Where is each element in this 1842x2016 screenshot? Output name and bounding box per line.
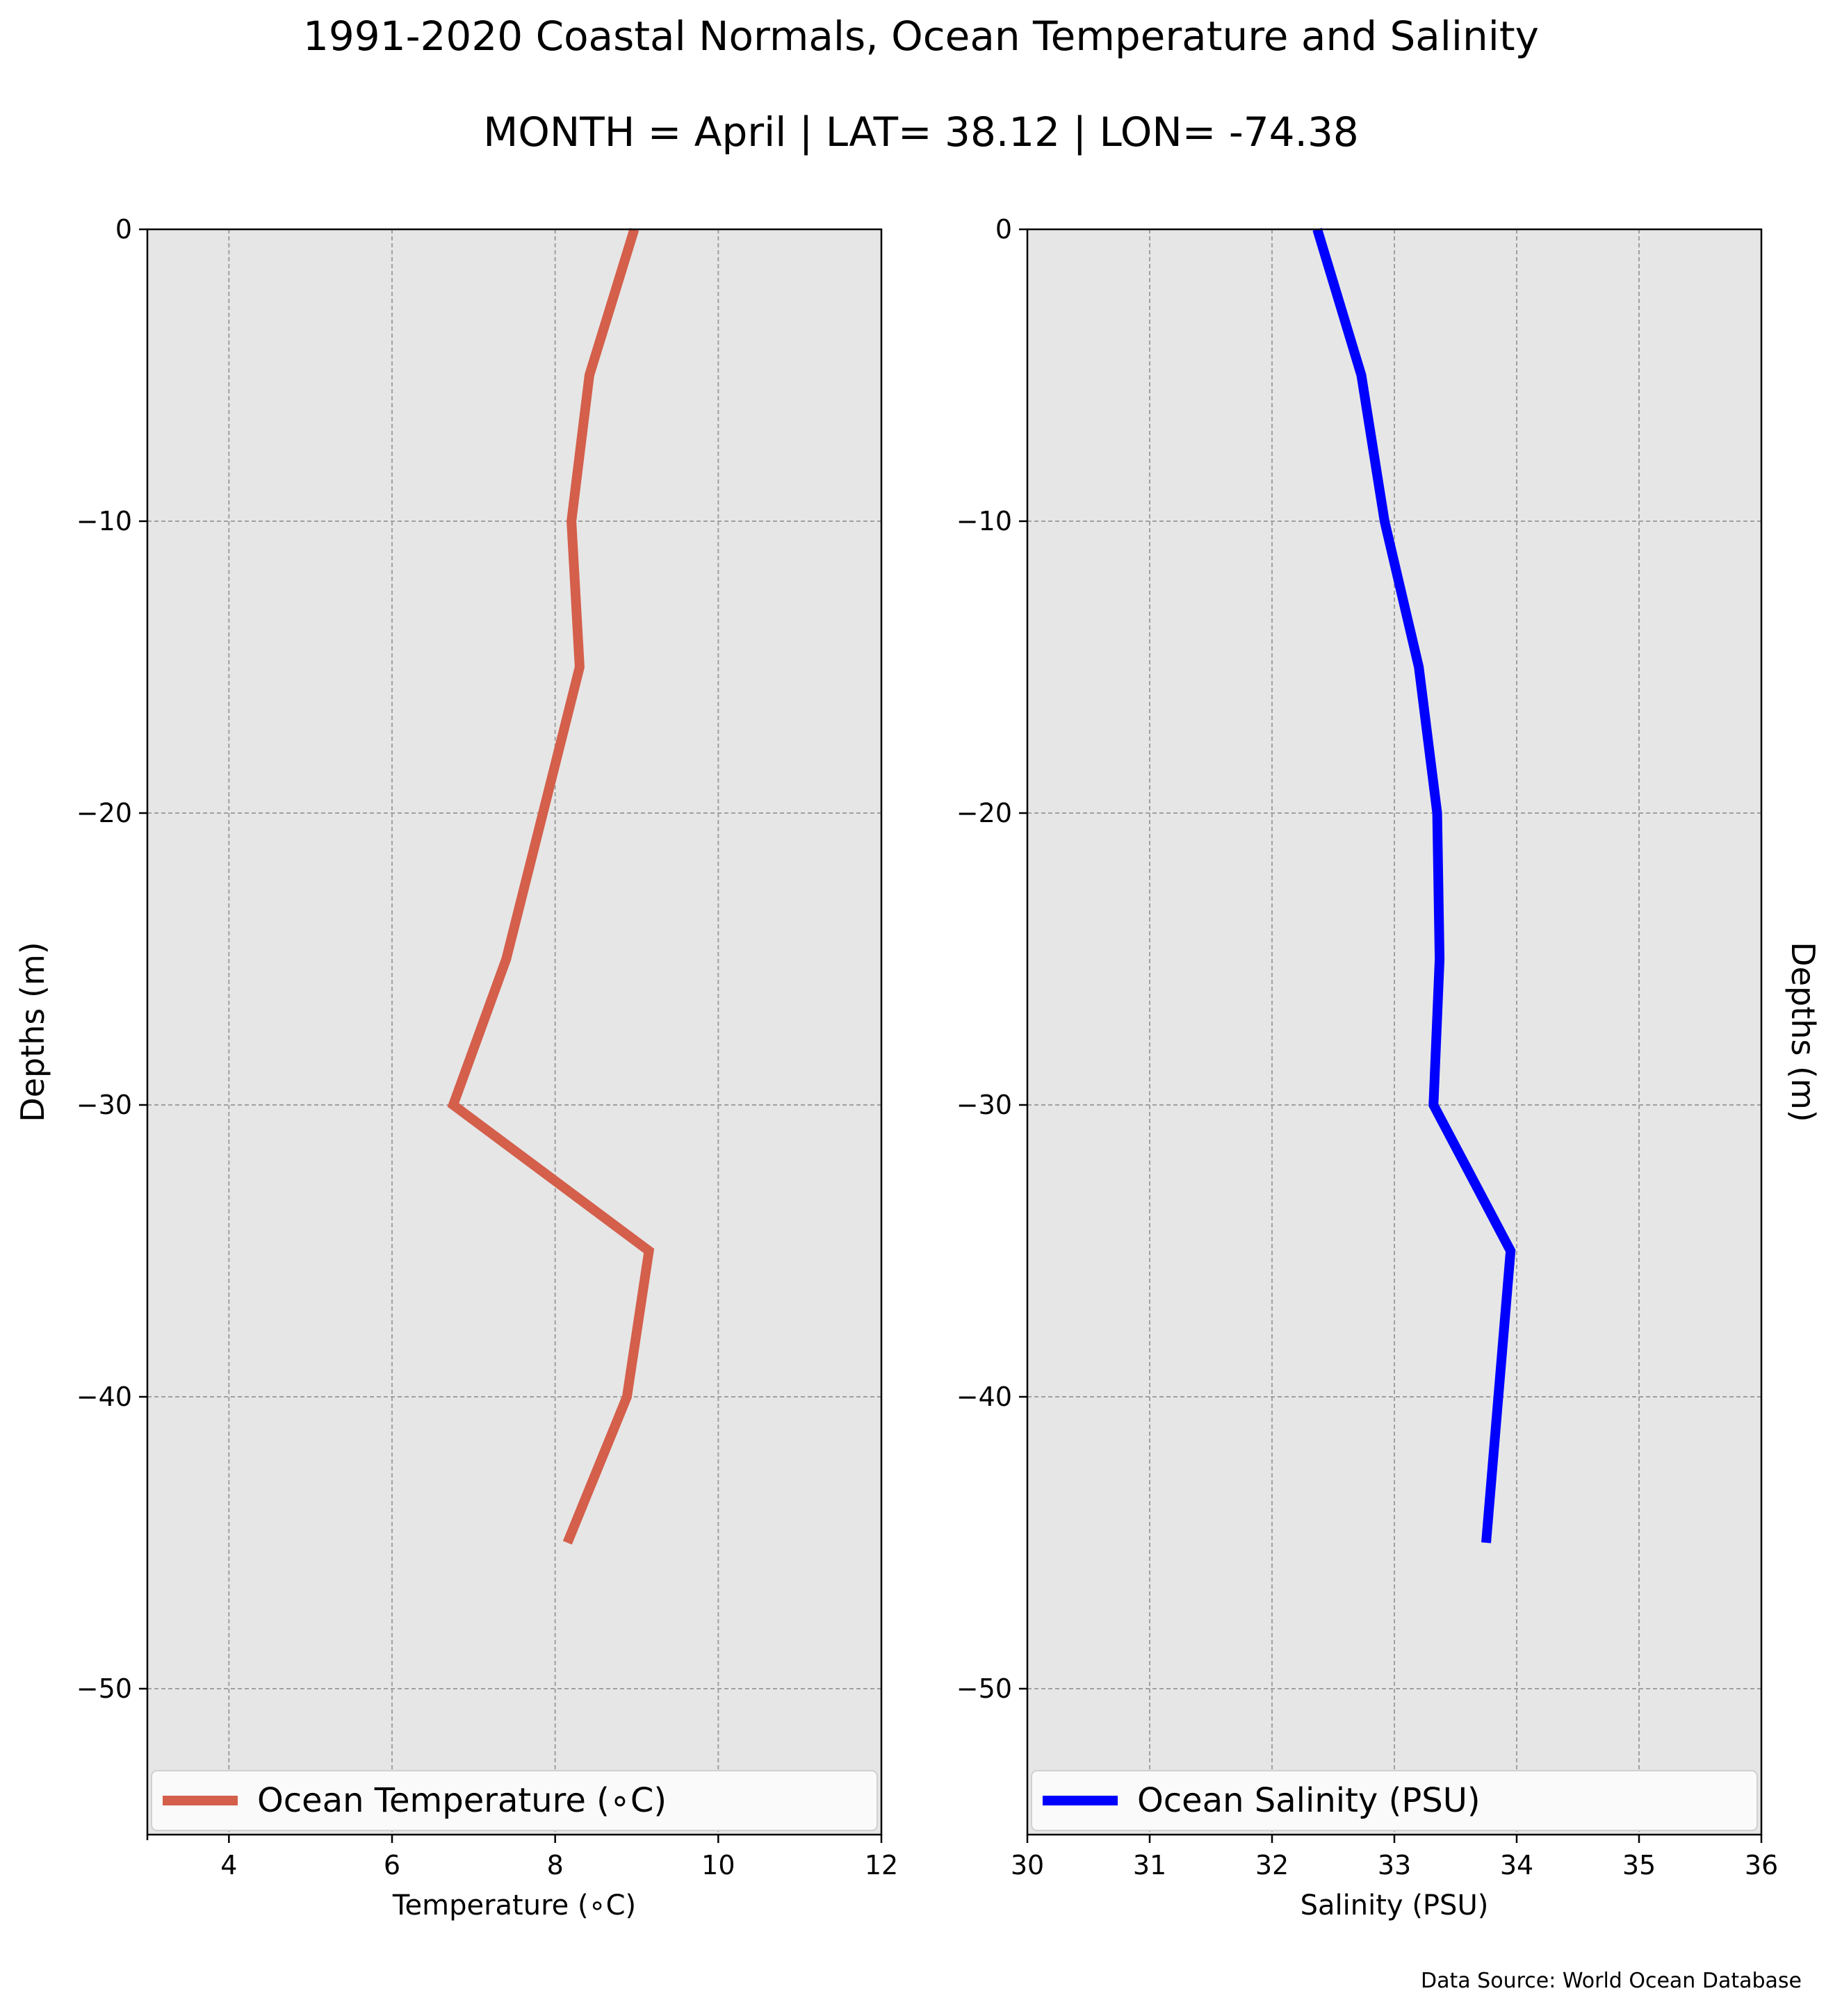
- temperature-axes-frame: [146, 228, 883, 1836]
- temperature-plot-area: [147, 229, 881, 1835]
- temperature-x-tick-label: 6: [384, 1850, 400, 1880]
- temperature-y-axis-label: Depths (m): [14, 942, 51, 1122]
- salinity-x-axis-label: Salinity (PSU): [1301, 1890, 1489, 1921]
- temperature-y-tick-label: −10: [76, 506, 132, 536]
- salinity-y-tick-label: −40: [956, 1382, 1012, 1412]
- data-source-note: Data Source: World Ocean Database: [1421, 1969, 1802, 1993]
- salinity-series-line: [1312, 227, 1516, 1543]
- temperature-x-tick-label: 8: [547, 1850, 564, 1880]
- salinity-x-tick-label: 34: [1500, 1850, 1533, 1880]
- salinity-x-tick-label: 36: [1745, 1850, 1778, 1880]
- salinity-legend-box: [1031, 1770, 1758, 1831]
- temperature-x-tick-label: 10: [701, 1850, 735, 1880]
- salinity-y-tick-label: −20: [956, 798, 1012, 828]
- chart-subtitle: MONTH = April | LAT= 38.12 | LON= -74.38: [483, 108, 1359, 156]
- salinity-legend-label: Ocean Salinity (PSU): [1137, 1781, 1481, 1820]
- salinity-y-tick-label: −50: [956, 1673, 1012, 1704]
- salinity-x-tick-label: 33: [1378, 1850, 1411, 1880]
- temperature-series-line: [447, 227, 655, 1545]
- salinity-x-tick-label: 35: [1622, 1850, 1656, 1880]
- temperature-y-tick-label: 0: [115, 214, 132, 245]
- salinity-panel: Ocean Salinity (PSU) 30 31 32 33 34 35 36 0 −10 −2…: [956, 214, 1822, 1921]
- temperature-y-tick-label: −50: [76, 1673, 132, 1704]
- temperature-x-axis-label: Temperature (∘C): [392, 1890, 636, 1921]
- temperature-y-tick-label: −20: [76, 798, 132, 828]
- salinity-x-tick-label: 32: [1255, 1850, 1289, 1880]
- salinity-y-tick-label: −10: [956, 506, 1012, 536]
- chart-title: 1991-2020 Coastal Normals, Ocean Tempera…: [303, 13, 1539, 60]
- salinity-y-tick-label: 0: [995, 214, 1012, 245]
- salinity-legend: Ocean Salinity (PSU): [1031, 1770, 1758, 1831]
- salinity-y-tick-label: −30: [956, 1090, 1012, 1120]
- temperature-panel: Ocean Temperature (∘C) 4 6 8 10 12 0 −10 −20 −30 −…: [14, 214, 898, 1921]
- salinity-y-axis-label: Depths (m): [1784, 942, 1822, 1122]
- temperature-legend-box: [151, 1770, 878, 1831]
- temperature-x-tick-label: 12: [865, 1850, 898, 1880]
- salinity-x-tick-label: 30: [1011, 1850, 1044, 1880]
- temperature-y-tick-label: −30: [76, 1090, 132, 1120]
- temperature-y-tick-label: −40: [76, 1382, 132, 1412]
- temperature-legend-label: Ocean Temperature (∘C): [257, 1781, 667, 1820]
- temperature-x-tick-label: 4: [220, 1850, 237, 1880]
- temperature-legend: Ocean Temperature (∘C): [151, 1770, 878, 1831]
- salinity-x-tick-label: 31: [1133, 1850, 1166, 1880]
